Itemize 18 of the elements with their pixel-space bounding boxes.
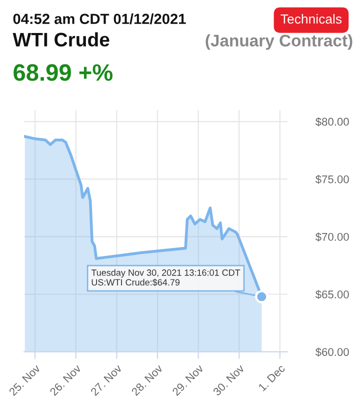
x-tick-label: 30. Nov	[212, 364, 245, 396]
y-tick-label: $75.00	[315, 174, 349, 184]
chart-subtitle: (January Contract)	[206, 34, 352, 50]
x-tick-label: 29. Nov	[172, 364, 204, 396]
annotation: Tuesday Nov 30, 2021 13:16:01 CDT US:WTI Crude:$64.79	[91, 269, 240, 286]
x-tick-label: 28. Nov	[131, 364, 164, 396]
x-tick-label: 25. Nov	[8, 364, 41, 396]
text: Technicals	[280, 14, 342, 24]
x-tick-label: 27. Nov	[90, 364, 122, 396]
x-tick-label: 26. Nov	[49, 364, 82, 396]
y-tick-label: $65.00	[315, 290, 349, 300]
y-tick-label: $60.00	[315, 348, 349, 357]
chart-title: WTI Crude	[12, 32, 110, 47]
text: 04:52 am CDT 01/12/2021	[13, 13, 186, 24]
text: 68.99 +%	[14, 64, 113, 81]
x-tick-label: 1. Dec	[258, 364, 286, 392]
y-tick-label: $80.00	[315, 117, 349, 126]
y-tick-label: $70.00	[315, 232, 349, 242]
